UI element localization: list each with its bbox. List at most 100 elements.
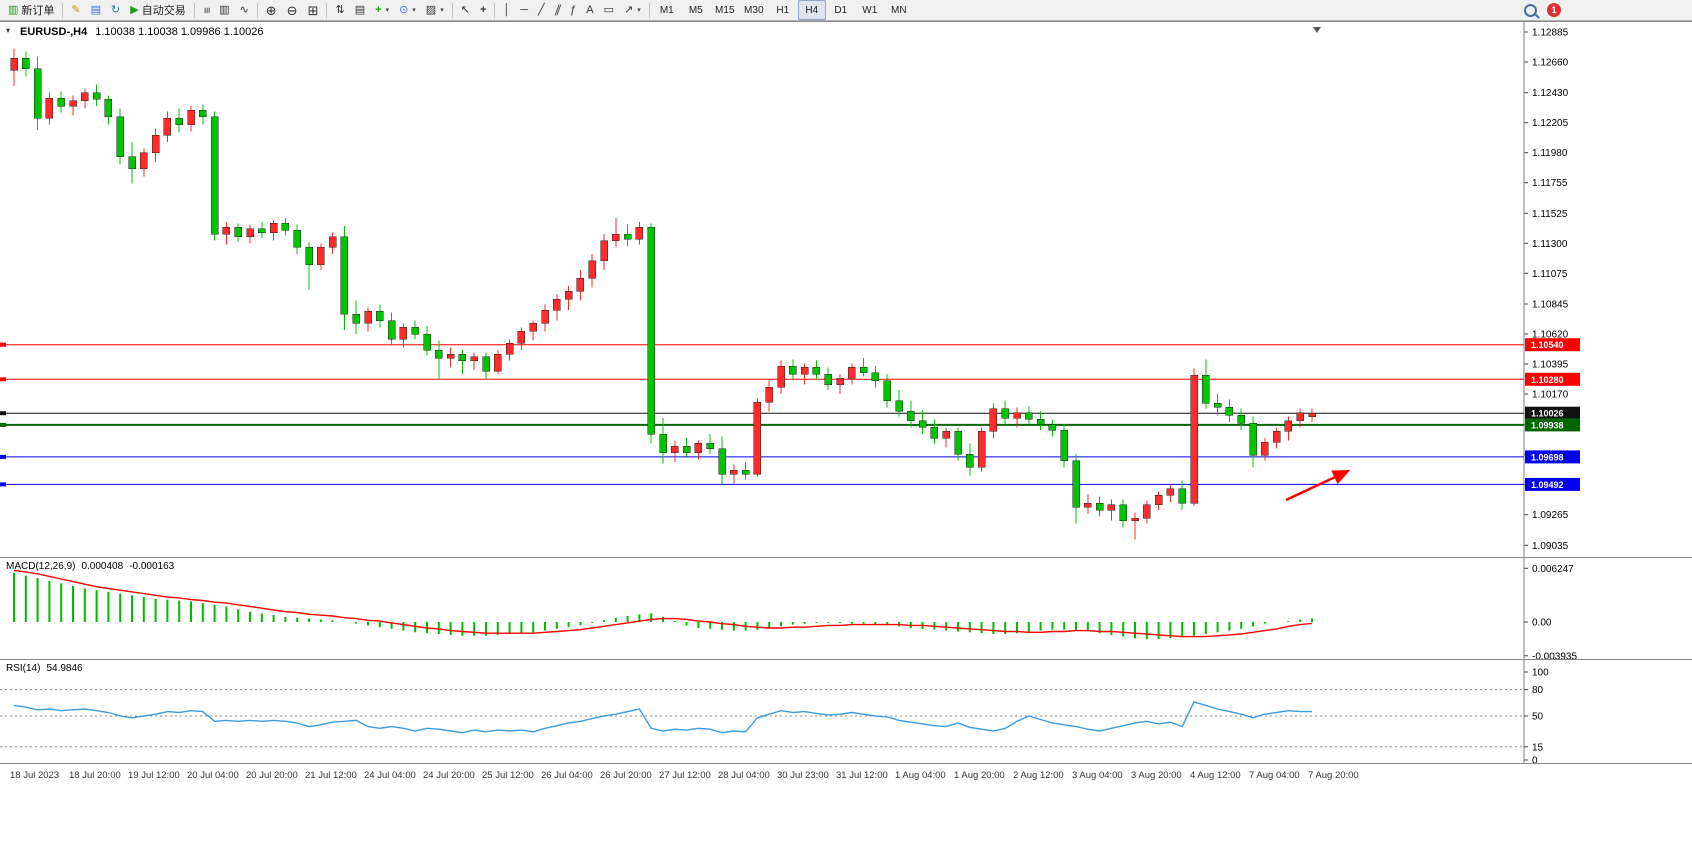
price-axis-label: 1.10620	[1532, 330, 1569, 341]
red-resistance-line-upper-price-tag: 1.10540	[1525, 338, 1580, 352]
periods-dropdown[interactable]: ⊙ ▾	[394, 0, 421, 20]
clock-icon: ⊙	[399, 3, 409, 16]
rsi-label: RSI(14)	[6, 663, 41, 674]
text-label-button[interactable]: ▭	[599, 0, 619, 20]
line-chart-button[interactable]: ∿	[235, 0, 254, 20]
timeframe-mn-button[interactable]: MN	[891, 4, 907, 16]
bar-chart-icon: ≡	[200, 6, 213, 14]
time-axis-label: 18 Jul 2023	[10, 770, 60, 781]
time-axis-label: 25 Jul 12:00	[482, 770, 534, 781]
price-axis-label: 1.11980	[1532, 148, 1568, 159]
cursor-icon: ↖	[460, 3, 470, 16]
bar-chart-button[interactable]: ≡	[198, 0, 214, 20]
refresh-icon: ↻	[111, 3, 121, 16]
horizontal-line-button[interactable]: ─	[515, 0, 533, 20]
blue-support-line-upper-price-tag: 1.09698	[1525, 450, 1580, 464]
time-axis-label: 3 Aug 04:00	[1072, 770, 1123, 781]
price-axis-label: 1.09265	[1532, 510, 1569, 521]
new-order-button[interactable]: ▥ 新订单	[3, 0, 59, 20]
time-axis-label: 3 Aug 20:00	[1131, 770, 1182, 781]
timeframe-m5-button[interactable]: M5	[688, 4, 703, 16]
toolbar-separator	[62, 2, 64, 18]
search-icon[interactable]	[1524, 3, 1537, 17]
time-axis-label: 26 Jul 20:00	[600, 770, 652, 781]
timeframe-h4-button[interactable]: H4	[797, 0, 826, 20]
timeframe-w1-button[interactable]: W1	[862, 4, 878, 16]
time-axis-label: 2 Aug 12:00	[1013, 770, 1064, 781]
trendline-button[interactable]: ╱	[533, 0, 550, 20]
cursor-button[interactable]: ↖	[456, 0, 475, 20]
indicators-button[interactable]: ⇅	[330, 0, 349, 20]
add-indicator-dropdown[interactable]: + ▾	[370, 0, 394, 20]
chart-shift-marker[interactable]	[1313, 27, 1321, 33]
rsi-axis-label: 15	[1532, 742, 1544, 753]
rsi-value: 54.9846	[46, 663, 83, 674]
macd-signal-line	[13, 569, 1313, 638]
channel-button[interactable]: ∥	[550, 0, 566, 20]
toolbar-separator	[451, 2, 453, 18]
metaeditor-button[interactable]: ✎	[66, 0, 85, 20]
auto-trading-button[interactable]: ▶ 自动交易	[125, 0, 190, 20]
green-support-line-price-tag: 1.09938	[1525, 418, 1580, 432]
toolbar-separator	[648, 2, 650, 18]
fibonacci-button[interactable]: ƒ	[565, 0, 581, 20]
vertical-line-icon: │	[503, 3, 511, 16]
one-click-trading-toggle[interactable]: ▾	[6, 26, 11, 35]
zoom-out-button[interactable]: ⊖	[282, 0, 303, 20]
timeframe-m15-button[interactable]: M15	[715, 4, 735, 16]
zoom-in-icon: ⊕	[265, 2, 277, 18]
timeframe-m30-button[interactable]: M30	[744, 4, 764, 16]
toolbar-separator	[256, 2, 258, 18]
price-axis-label: 1.12205	[1532, 118, 1569, 129]
arrows-dropdown[interactable]: ↗ ▾	[619, 0, 646, 20]
zoom-out-icon: ⊖	[286, 2, 298, 18]
price-axis-label: 1.09035	[1532, 541, 1569, 552]
timeframe-h1-button[interactable]: H1	[776, 4, 790, 16]
price-axis-label: 1.12430	[1532, 88, 1569, 99]
time-axis-label: 20 Jul 04:00	[187, 770, 239, 781]
candlestick-chart-button[interactable]: ▥	[214, 0, 234, 20]
notification-badge[interactable]: 1	[1547, 3, 1561, 17]
timeframe-m1-button[interactable]: M1	[659, 4, 674, 16]
price-axis-label: 1.11300	[1532, 239, 1568, 250]
macd-signal-value: -0.000163	[129, 561, 175, 572]
rsi-axis-label: 0	[1532, 756, 1538, 765]
refresh-button[interactable]: ↻	[106, 0, 125, 20]
time-axis-label: 20 Jul 20:00	[246, 770, 298, 781]
price-axis-label: 1.12660	[1532, 58, 1569, 69]
time-axis-label: 4 Aug 12:00	[1190, 770, 1241, 781]
time-axis-label: 7 Aug 20:00	[1308, 770, 1359, 781]
vertical-line-button[interactable]: │	[498, 0, 515, 20]
data-window-button[interactable]: ▤	[86, 0, 106, 20]
time-axis-label: 1 Aug 20:00	[954, 770, 1005, 781]
toolbar-separator	[494, 2, 496, 18]
time-axis[interactable]: 18 Jul 2023 18 Jul 20:00 19 Jul 12:00 20 Ju…	[0, 763, 1692, 850]
timeframe-d1-button[interactable]: D1	[834, 4, 848, 16]
new-order-label: 新订单	[21, 5, 55, 17]
chart-title: ▾ EURUSD-,H4 1.10038 1.10038 1.09986 1.1…	[6, 26, 263, 38]
templates-dropdown[interactable]: ▨ ▾	[421, 0, 449, 20]
zoom-in-button[interactable]: ⊕	[261, 0, 282, 20]
time-axis-label: 28 Jul 04:00	[718, 770, 770, 781]
trend-arrow-annotation[interactable]	[1285, 469, 1351, 502]
chart-symbol-period: EURUSD-,H4	[20, 26, 88, 38]
time-axis-label: 24 Jul 20:00	[423, 770, 475, 781]
macd-canvas[interactable]: 0.006247 0.00 -0.003935	[0, 558, 1692, 660]
metaeditor-icon: ✎	[71, 3, 81, 16]
chevron-down-icon: ▾	[637, 7, 641, 14]
channel-icon: ∥	[552, 3, 563, 16]
tile-windows-button[interactable]: ⊞	[303, 0, 324, 20]
svg-text:1.10026: 1.10026	[1531, 409, 1564, 419]
objects-list-button[interactable]: ▤	[350, 0, 370, 20]
rsi-canvas[interactable]: 100 80 50 15 0	[0, 660, 1692, 764]
svg-text:1.10280: 1.10280	[1531, 375, 1564, 385]
time-axis-label: 1 Aug 04:00	[895, 770, 946, 781]
macd-label: MACD(12,26,9)	[6, 561, 76, 572]
main-chart-canvas[interactable]: 1.12885 1.12660 1.12430 1.12205 1.11980 1.117…	[0, 22, 1692, 557]
data-window-icon: ▤	[90, 3, 102, 16]
text-button[interactable]: A	[581, 0, 598, 20]
crosshair-button[interactable]: +	[475, 0, 491, 20]
time-axis-label: 26 Jul 04:00	[541, 770, 593, 781]
add-indicator-icon: +	[375, 3, 382, 16]
